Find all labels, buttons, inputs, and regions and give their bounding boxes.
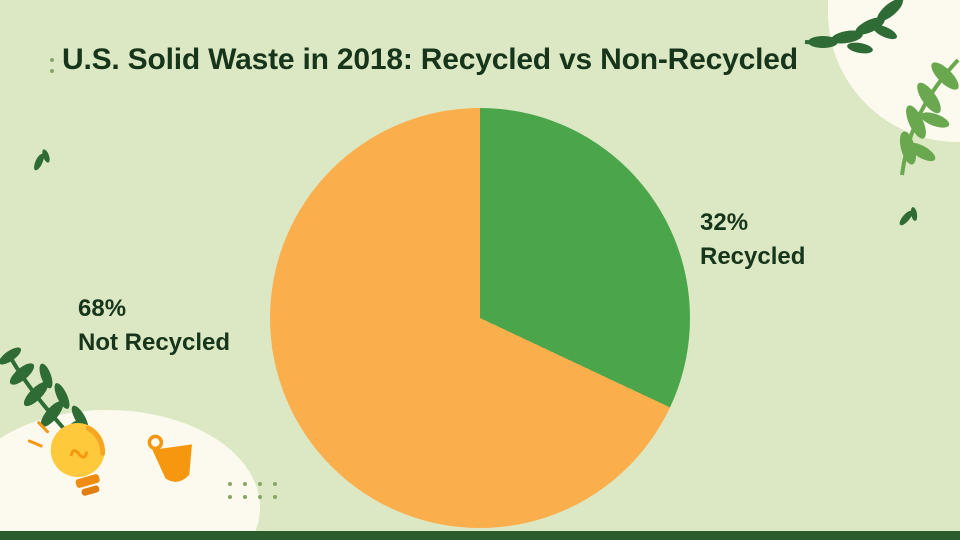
dots-pattern-icon bbox=[228, 482, 277, 499]
dot bbox=[228, 495, 232, 499]
label-recycled: 32% Recycled bbox=[700, 206, 805, 273]
dot bbox=[273, 495, 277, 499]
dot bbox=[258, 482, 262, 486]
title-dots-icon bbox=[50, 58, 54, 73]
leaf-sprig-left-icon bbox=[34, 149, 50, 171]
dot bbox=[258, 495, 262, 499]
not-recycled-percentage: 68% bbox=[78, 295, 127, 322]
recycled-percentage: 32% bbox=[700, 209, 749, 236]
recycled-label: Recycled bbox=[700, 242, 806, 270]
corner-blob-bottom-left bbox=[0, 410, 260, 540]
leaf-sprig-right-icon bbox=[899, 207, 918, 226]
bottom-accent-bar bbox=[0, 531, 960, 540]
dot bbox=[243, 495, 247, 499]
label-not-recycled: 68% Not Recycled bbox=[78, 292, 230, 359]
slide-title: U.S. Solid Waste in 2018: Recycled vs No… bbox=[62, 43, 798, 76]
pie-chart bbox=[270, 108, 690, 528]
dot bbox=[50, 69, 54, 73]
dot bbox=[228, 482, 232, 486]
dot bbox=[243, 482, 247, 486]
dot bbox=[273, 482, 277, 486]
dot bbox=[50, 58, 54, 62]
not-recycled-label: Not Recycled bbox=[78, 328, 231, 356]
